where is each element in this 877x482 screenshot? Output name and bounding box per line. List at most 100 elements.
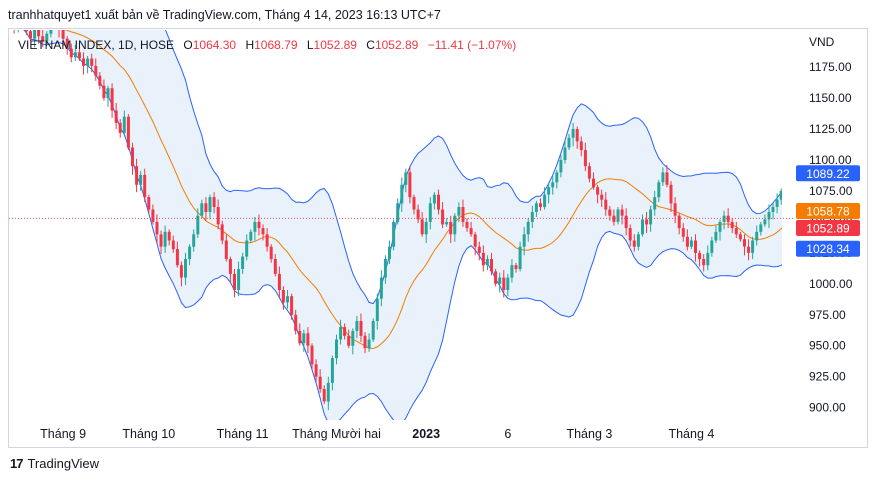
candle[interactable] [624,208,628,236]
band-upper-line[interactable] [6,3,830,305]
candle[interactable] [432,192,436,210]
candle[interactable] [155,214,159,243]
candle[interactable] [58,20,61,38]
candle[interactable] [526,218,530,242]
candle[interactable] [604,192,608,216]
candle[interactable] [77,48,81,61]
candle[interactable] [110,83,114,118]
candle[interactable] [600,189,604,208]
candle[interactable] [673,197,677,224]
candle[interactable] [65,36,69,55]
candle[interactable] [147,194,151,214]
candle[interactable] [102,79,106,101]
candle[interactable] [200,199,204,219]
candle[interactable] [792,181,795,196]
candle[interactable] [555,169,559,189]
candle[interactable] [122,110,126,137]
candle[interactable] [710,236,714,257]
last-price-label[interactable]: 1052.89 [796,220,860,236]
candle[interactable] [416,204,420,224]
candle[interactable] [224,234,228,262]
candle[interactable] [135,158,139,193]
candle[interactable] [628,224,632,247]
candle[interactable] [477,241,481,261]
candle[interactable] [151,204,155,225]
candle[interactable] [375,293,379,330]
candle[interactable] [322,385,326,404]
candle[interactable] [233,268,236,298]
candle[interactable] [159,230,163,255]
candle[interactable] [751,236,755,260]
candle[interactable] [241,252,245,274]
candle[interactable] [24,21,28,35]
candle[interactable] [196,208,200,238]
candle[interactable] [54,16,57,30]
candle[interactable] [82,52,85,75]
candle[interactable] [220,220,224,245]
candle[interactable] [645,212,649,234]
candle[interactable] [620,204,624,225]
candle[interactable] [502,270,506,298]
candle[interactable] [547,183,551,204]
candle[interactable] [367,333,371,352]
candle[interactable] [175,241,179,268]
candle[interactable] [245,234,249,261]
candle[interactable] [596,184,600,204]
candle[interactable] [559,155,563,178]
candle[interactable] [269,244,273,263]
candle[interactable] [579,136,583,157]
candle[interactable] [98,72,102,90]
candle[interactable] [689,236,693,250]
candle[interactable] [204,197,208,221]
candle[interactable] [363,332,367,354]
bb-upper-label[interactable]: 1089.22 [796,165,860,182]
candle[interactable] [167,229,171,246]
candle[interactable] [612,209,616,226]
candle[interactable] [249,229,253,243]
candle[interactable] [714,225,718,243]
candle[interactable] [514,262,518,273]
candle[interactable] [530,205,534,229]
candle[interactable] [208,194,212,220]
candle[interactable] [539,198,542,211]
candle[interactable] [510,259,514,283]
candle[interactable] [665,164,669,188]
candle[interactable] [498,272,502,293]
candle[interactable] [131,142,134,175]
candle[interactable] [29,26,32,42]
candle[interactable] [273,254,277,277]
candle[interactable] [408,166,412,204]
candle[interactable] [420,212,424,237]
candle[interactable] [212,192,216,214]
candle[interactable] [694,234,697,262]
candle[interactable] [490,252,493,276]
candle[interactable] [163,225,167,253]
candle[interactable] [371,318,375,342]
candle[interactable] [632,234,636,252]
candle[interactable] [738,231,742,242]
candle[interactable] [763,214,767,227]
candle[interactable] [21,13,24,29]
candle[interactable] [216,199,220,230]
candle[interactable] [86,56,90,74]
candle[interactable] [383,255,387,284]
candle[interactable] [290,293,294,320]
candle[interactable] [310,343,314,371]
candle[interactable] [404,168,408,193]
candle[interactable] [669,181,673,212]
candle[interactable] [755,225,759,246]
candle[interactable] [392,219,396,251]
candle[interactable] [465,218,469,232]
candle[interactable] [563,140,567,164]
candle[interactable] [379,270,383,307]
candle[interactable] [779,188,783,205]
candle[interactable] [355,316,359,339]
candle[interactable] [192,229,196,252]
candle[interactable] [759,221,763,236]
candle[interactable] [318,369,322,393]
candle[interactable] [126,114,130,151]
candle[interactable] [37,26,41,44]
candle[interactable] [718,219,722,241]
candle[interactable] [453,213,457,242]
candle[interactable] [587,162,591,183]
